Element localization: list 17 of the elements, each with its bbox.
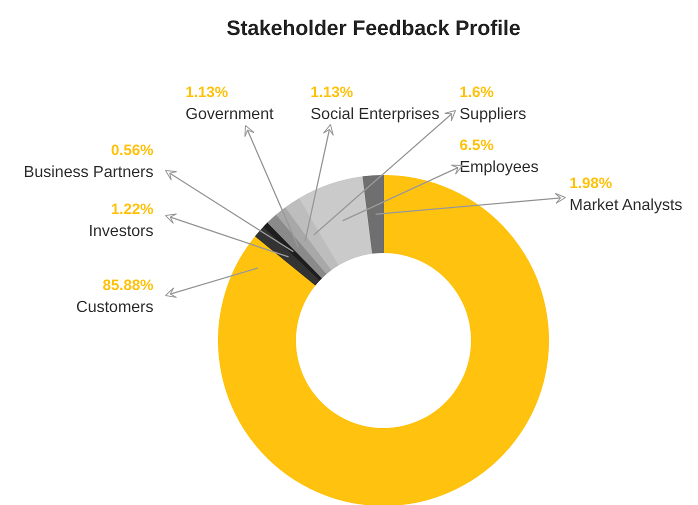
slice-label: Suppliers bbox=[460, 106, 526, 123]
data-label: 1.6% bbox=[460, 84, 494, 101]
slice-label: Market Analysts bbox=[570, 197, 682, 214]
slice-label: Customers bbox=[76, 299, 154, 316]
data-label: 1.98% bbox=[570, 175, 612, 192]
data-label: 85.88% bbox=[102, 277, 154, 294]
data-label: 1.13% bbox=[310, 84, 354, 101]
data-label: 0.56% bbox=[110, 142, 154, 159]
slice-label: Social Enterprises bbox=[310, 106, 440, 123]
chart-title: Stakeholder Feedback Profile bbox=[226, 17, 521, 40]
data-label: 6.5% bbox=[460, 137, 494, 154]
slice-label: Investors bbox=[88, 223, 154, 240]
data-label: 1.13% bbox=[186, 84, 228, 101]
slice-label: Business Partners bbox=[24, 164, 154, 181]
slice-label: Government bbox=[186, 106, 274, 123]
data-label: 1.22% bbox=[110, 201, 154, 218]
slice-label: Employees bbox=[460, 159, 539, 176]
